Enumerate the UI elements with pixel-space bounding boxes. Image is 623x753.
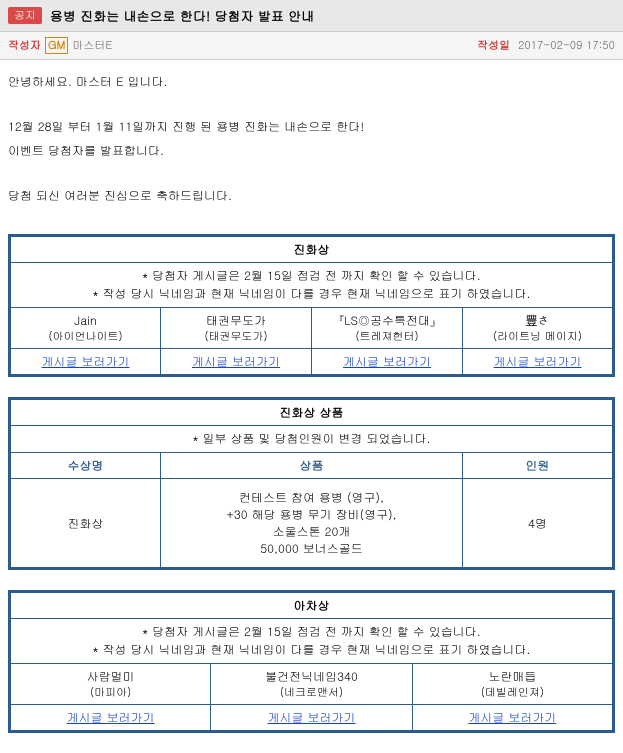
content-body: 안녕하세요. 마스터 E 입니다. 12월 28일 부터 1월 11일까지 진행… — [0, 60, 623, 222]
section-note: * 일부 상품 및 당첨인원이 변경 되었습니다. — [10, 426, 614, 453]
header-bar: 공지 용병 진화는 내손으로 한다! 당첨자 발표 안내 — [0, 0, 623, 32]
winner-class: (트레져헌터) — [318, 329, 456, 344]
winner-name: 태권무도가 — [167, 312, 305, 329]
winner-name: 사람멀미 — [17, 668, 204, 685]
winner-class: (아이언나이트) — [17, 329, 154, 344]
prize-count: 4명 — [463, 479, 614, 569]
winner-name: 豐さ — [469, 312, 606, 329]
notice-badge: 공지 — [8, 7, 42, 24]
item-line: 소울스톤 20개 — [167, 523, 456, 540]
date-label: 작성일 — [477, 38, 510, 53]
date-block: 작성일 2017-02-09 17:50 — [477, 38, 615, 53]
link-row: 게시글 보러가기 게시글 보러가기 게시글 보러가기 — [10, 705, 614, 732]
post-link[interactable]: 게시글 보러가기 — [494, 353, 582, 370]
section-note: * 당첨자 게시글은 2월 15일 점검 전 까지 확인 할 수 있습니다. *… — [10, 619, 614, 664]
post-link[interactable]: 게시글 보러가기 — [42, 353, 130, 370]
post-link[interactable]: 게시글 보러가기 — [343, 353, 431, 370]
winners-table-2: 아차상 * 당첨자 게시글은 2월 15일 점검 전 까지 확인 할 수 있습니… — [8, 590, 615, 733]
winner-class: (네크로맨서) — [217, 685, 405, 700]
prize-table: 진화상 상품 * 일부 상품 및 당첨인원이 변경 되었습니다. 수상명 상품 … — [8, 397, 615, 570]
winner-name: 『LS◎공수특전대』 — [318, 312, 456, 329]
section-title: 진화상 상품 — [10, 399, 614, 426]
winner-class: (태권무도가) — [167, 329, 305, 344]
meta-row: 작성자 GM 마스터E 작성일 2017-02-09 17:50 — [0, 32, 623, 60]
note-line: * 당첨자 게시글은 2월 15일 점검 전 까지 확인 할 수 있습니다. — [17, 267, 606, 285]
section-note: * 당첨자 게시글은 2월 15일 점검 전 까지 확인 할 수 있습니다. *… — [10, 263, 614, 308]
item-line: +30 해당 용병 무기 장비(영구), — [167, 506, 456, 523]
prize-row: 진화상 컨테스트 참여 용병 (영구), +30 해당 용병 무기 장비(영구)… — [10, 479, 614, 569]
section-title: 진화상 — [10, 236, 614, 263]
post-link[interactable]: 게시글 보러가기 — [468, 709, 556, 726]
header-row: 수상명 상품 인원 — [10, 453, 614, 479]
author-name: 마스터E — [72, 38, 112, 53]
greeting-text: 안녕하세요. 마스터 E 입니다. — [8, 72, 615, 92]
prize-name: 진화상 — [10, 479, 161, 569]
winner-name-row: 사람멀미(마피아) 불건전닉네임340(네크로맨서) 노란매듭(데빌레인져) — [10, 664, 614, 705]
winner-class: (데빌레인져) — [419, 685, 606, 700]
body-line: 당첨 되신 여러분 진심으로 축하드립니다. — [8, 186, 615, 206]
item-line: 50,000 보너스골드 — [167, 540, 456, 557]
note-line: * 작성 당시 닉네임과 현재 닉네임이 다를 경우 현재 닉네임으로 표기 하… — [17, 641, 606, 659]
winner-class: (마피아) — [17, 685, 204, 700]
date-value: 2017-02-09 17:50 — [518, 38, 615, 53]
winner-name: 노란매듭 — [419, 668, 606, 685]
link-row: 게시글 보러가기 게시글 보러가기 게시글 보러가기 게시글 보러가기 — [10, 349, 614, 376]
winner-name-row: Jain(아이언나이트) 태권무도가(태권무도가) 『LS◎공수특전대』(트레져… — [10, 308, 614, 349]
col-header-count: 인원 — [463, 453, 614, 479]
winner-class: (라이트닝 메이지) — [469, 329, 606, 344]
winner-name: 불건전닉네임340 — [217, 668, 405, 685]
item-line: 컨테스트 참여 용병 (영구), — [167, 489, 456, 506]
gm-badge: GM — [45, 37, 68, 54]
winners-table-1: 진화상 * 당첨자 게시글은 2월 15일 점검 전 까지 확인 할 수 있습니… — [8, 234, 615, 377]
post-link[interactable]: 게시글 보러가기 — [192, 353, 280, 370]
prize-items: 컨테스트 참여 용병 (영구), +30 해당 용병 무기 장비(영구), 소울… — [161, 479, 463, 569]
section-title: 아차상 — [10, 592, 614, 619]
body-line: 12월 28일 부터 1월 11일까지 진행 된 용병 진화는 내손으로 한다! — [8, 117, 615, 137]
note-line: * 작성 당시 닉네임과 현재 닉네임이 다를 경우 현재 닉네임으로 표기 하… — [17, 285, 606, 303]
author-label: 작성자 — [8, 38, 41, 53]
page-title: 용병 진화는 내손으로 한다! 당첨자 발표 안내 — [50, 6, 314, 25]
body-line: 이벤트 당첨자를 발표합니다. — [8, 141, 615, 161]
note-line: * 당첨자 게시글은 2월 15일 점검 전 까지 확인 할 수 있습니다. — [17, 623, 606, 641]
col-header-item: 상품 — [161, 453, 463, 479]
author-block: 작성자 GM 마스터E — [8, 37, 112, 54]
col-header-prize: 수상명 — [10, 453, 161, 479]
post-link[interactable]: 게시글 보러가기 — [67, 709, 155, 726]
winner-name: Jain — [17, 312, 154, 329]
post-link[interactable]: 게시글 보러가기 — [267, 709, 355, 726]
